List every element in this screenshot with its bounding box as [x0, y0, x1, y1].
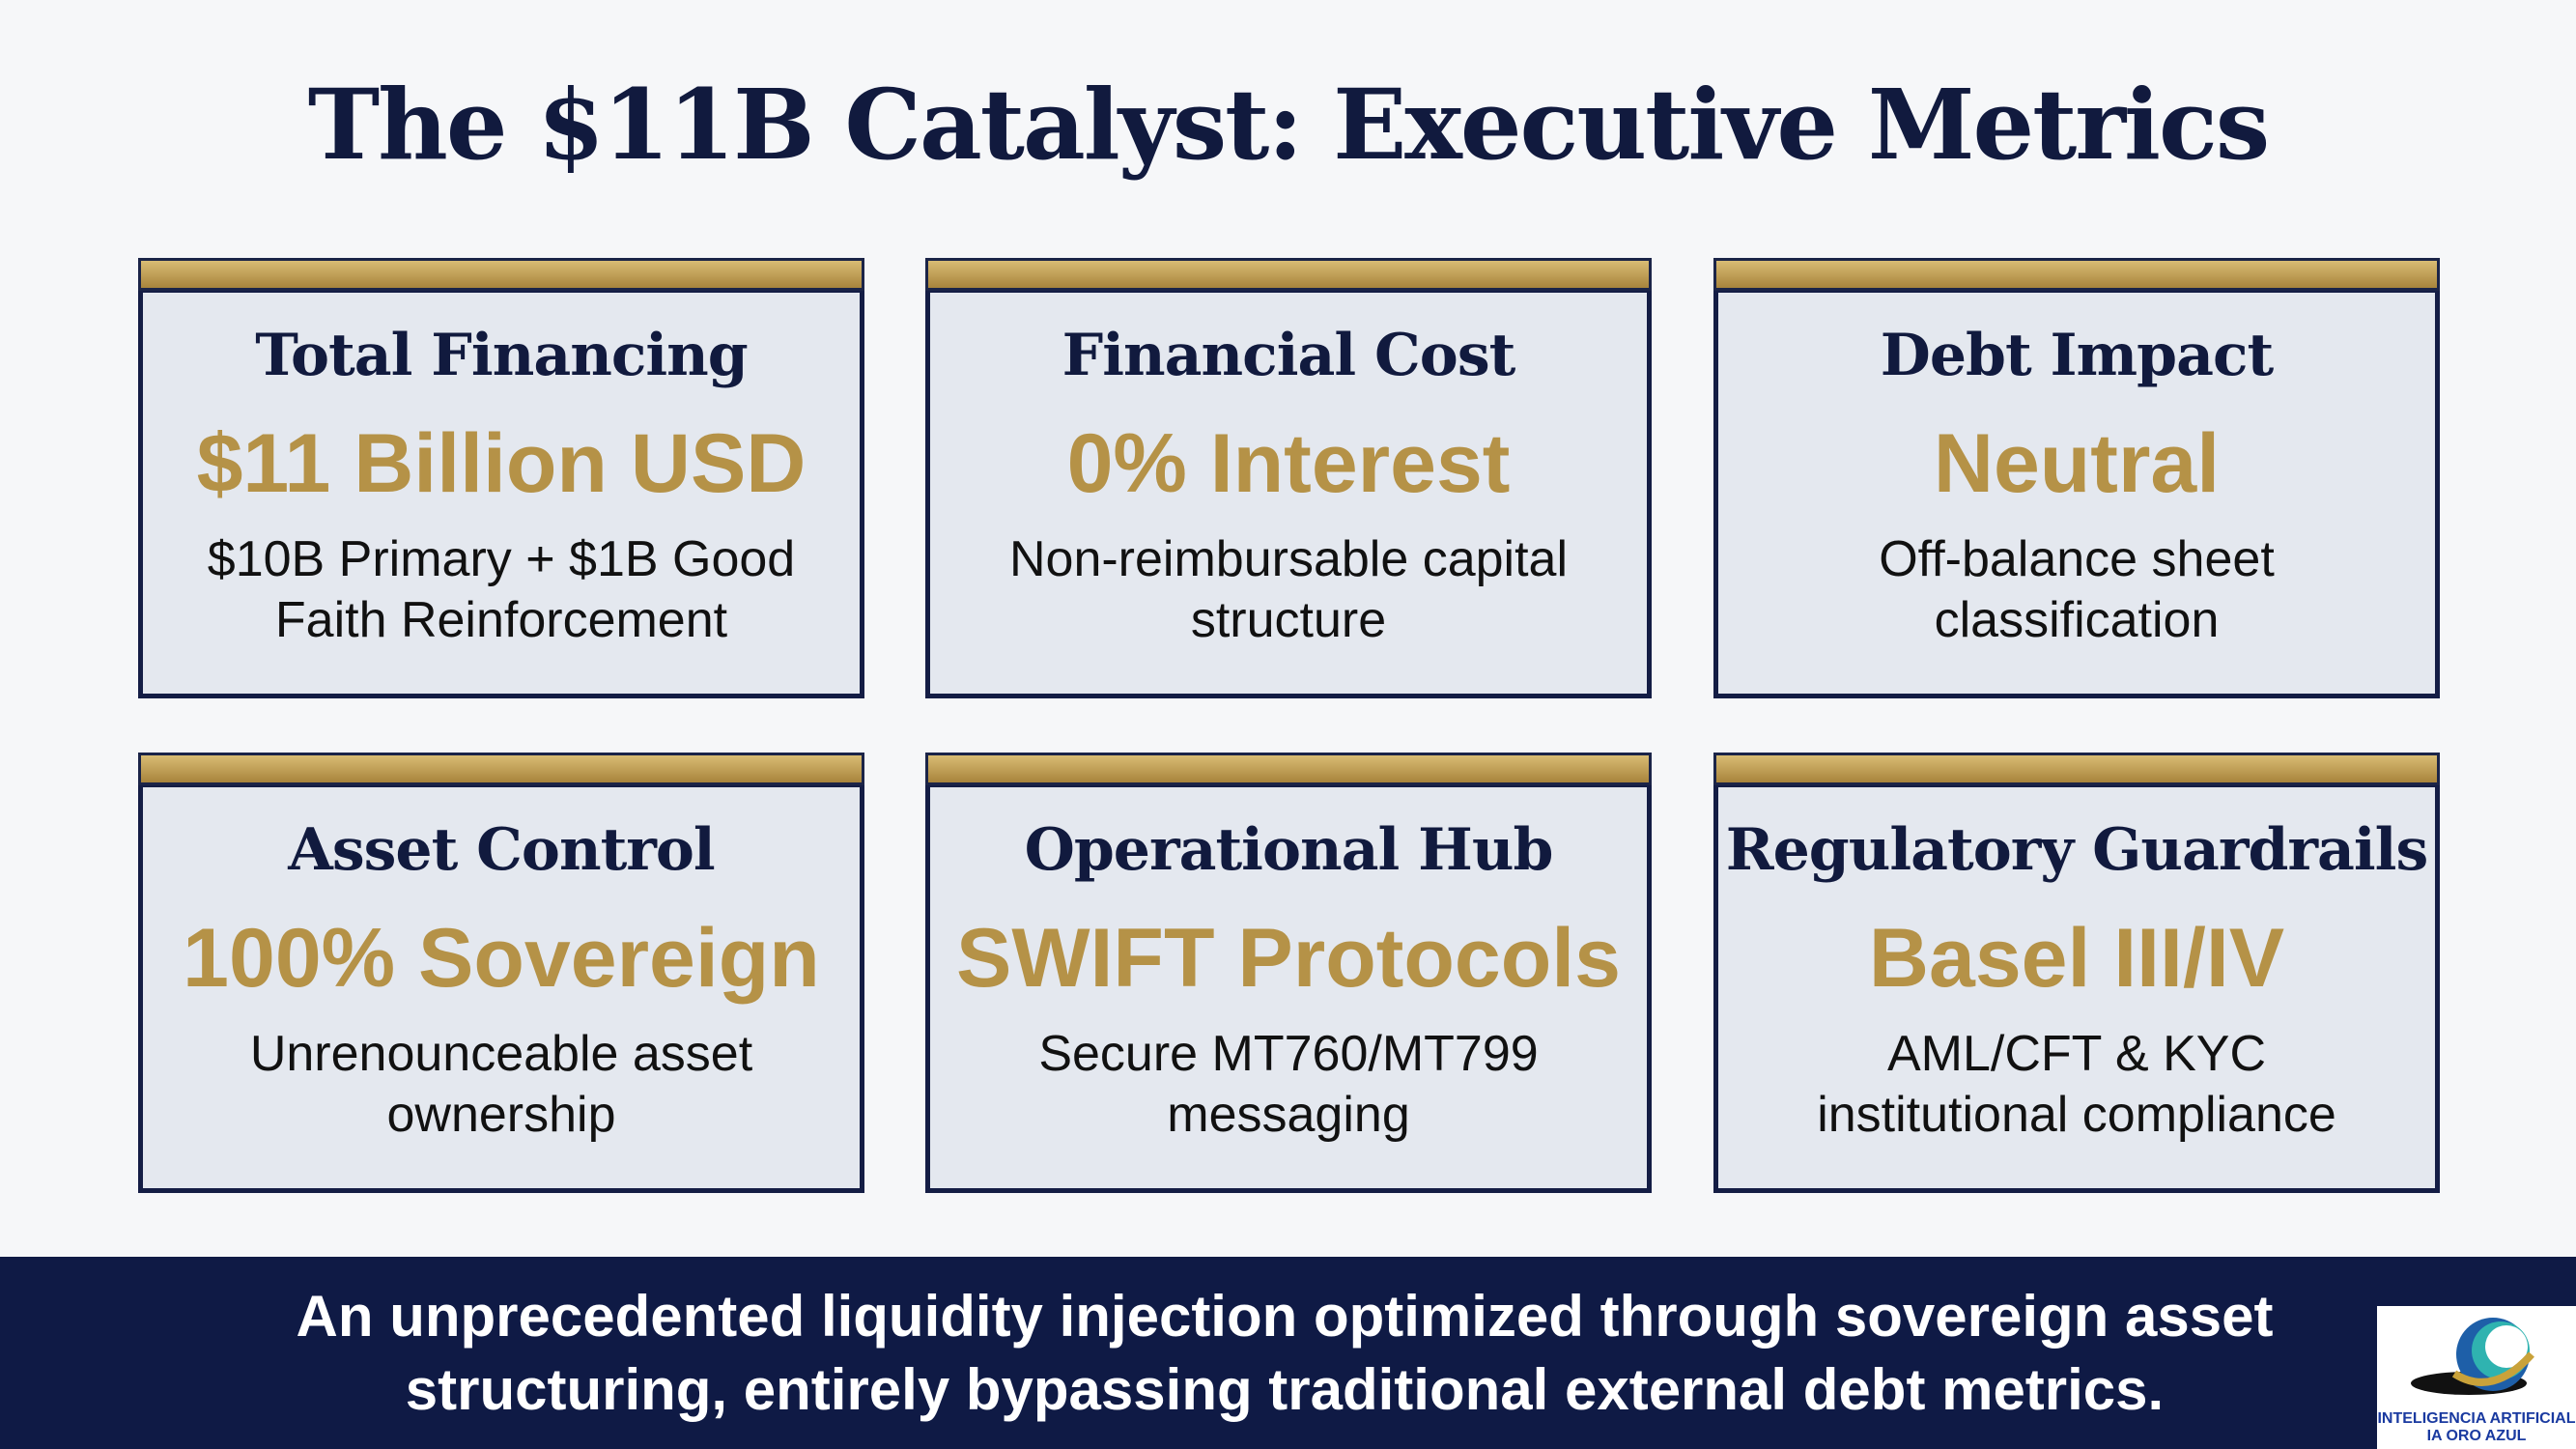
metric-card: Financial Cost 0% Interest Non-reimbursa…: [925, 258, 1652, 698]
card-body: Debt Impact Neutral Off-balance sheet cl…: [1713, 288, 2440, 698]
card-value: Basel III/IV: [1868, 912, 2285, 1005]
card-heading: Regulatory Guardrails: [1725, 816, 2429, 884]
metric-card: Asset Control 100% Sovereign Unrenouncea…: [138, 753, 864, 1193]
card-body: Asset Control 100% Sovereign Unrenouncea…: [138, 782, 864, 1193]
card-value: 0% Interest: [1066, 417, 1511, 510]
card-value: Neutral: [1933, 417, 2221, 510]
card-accent: [1713, 258, 2440, 291]
card-value: SWIFT Protocols: [956, 912, 1621, 1005]
card-accent: [1713, 753, 2440, 785]
card-description: Secure MT760/MT799 messaging: [1038, 1026, 1539, 1143]
card-accent: [925, 258, 1652, 291]
card-heading: Total Financing: [255, 322, 748, 389]
metric-card: Debt Impact Neutral Off-balance sheet cl…: [1713, 258, 2440, 698]
footer-text: An unprecedented liquidity injection opt…: [296, 1284, 2274, 1422]
card-description: Unrenounceable asset ownership: [249, 1026, 753, 1143]
card-body: Total Financing $11 Billion USD $10B Pri…: [138, 288, 864, 698]
card-description: AML/CFT & KYC institutional compliance: [1817, 1026, 2336, 1143]
card-accent: [138, 258, 864, 291]
card-description: $10B Primary + $1B Good Faith Reinforcem…: [207, 531, 796, 648]
logo-line: INTELIGENCIA ARTIFICIAL: [2377, 1410, 2576, 1427]
logo-line: IA ORO AZUL: [2426, 1428, 2527, 1444]
metric-card: Regulatory Guardrails Basel III/IV AML/C…: [1713, 753, 2440, 1193]
logo-icon: [2411, 1318, 2534, 1395]
card-body: Operational Hub SWIFT Protocols Secure M…: [925, 782, 1652, 1193]
card-description: Off-balance sheet classification: [1879, 531, 2275, 648]
card-value: 100% Sovereign: [183, 912, 820, 1005]
card-heading: Debt Impact: [1880, 322, 2274, 389]
metric-card: Total Financing $11 Billion USD $10B Pri…: [138, 258, 864, 698]
card-value: $11 Billion USD: [196, 417, 807, 510]
card-body: Financial Cost 0% Interest Non-reimbursa…: [925, 288, 1652, 698]
card-heading: Operational Hub: [1024, 816, 1554, 884]
title: The $11B Catalyst: Executive Metrics: [307, 68, 2270, 182]
card-description: Non-reimbursable capital structure: [1008, 531, 1569, 648]
footer: An unprecedented liquidity injection opt…: [0, 1257, 2576, 1449]
card-accent: [925, 753, 1652, 785]
card-body: Regulatory Guardrails Basel III/IV AML/C…: [1713, 782, 2440, 1193]
card-heading: Asset Control: [288, 816, 715, 884]
metric-card: Operational Hub SWIFT Protocols Secure M…: [925, 753, 1652, 1193]
card-accent: [138, 753, 864, 785]
card-heading: Financial Cost: [1062, 322, 1516, 389]
logo: INTELIGENCIA ARTIFICIAL IA ORO AZUL: [2377, 1306, 2576, 1449]
